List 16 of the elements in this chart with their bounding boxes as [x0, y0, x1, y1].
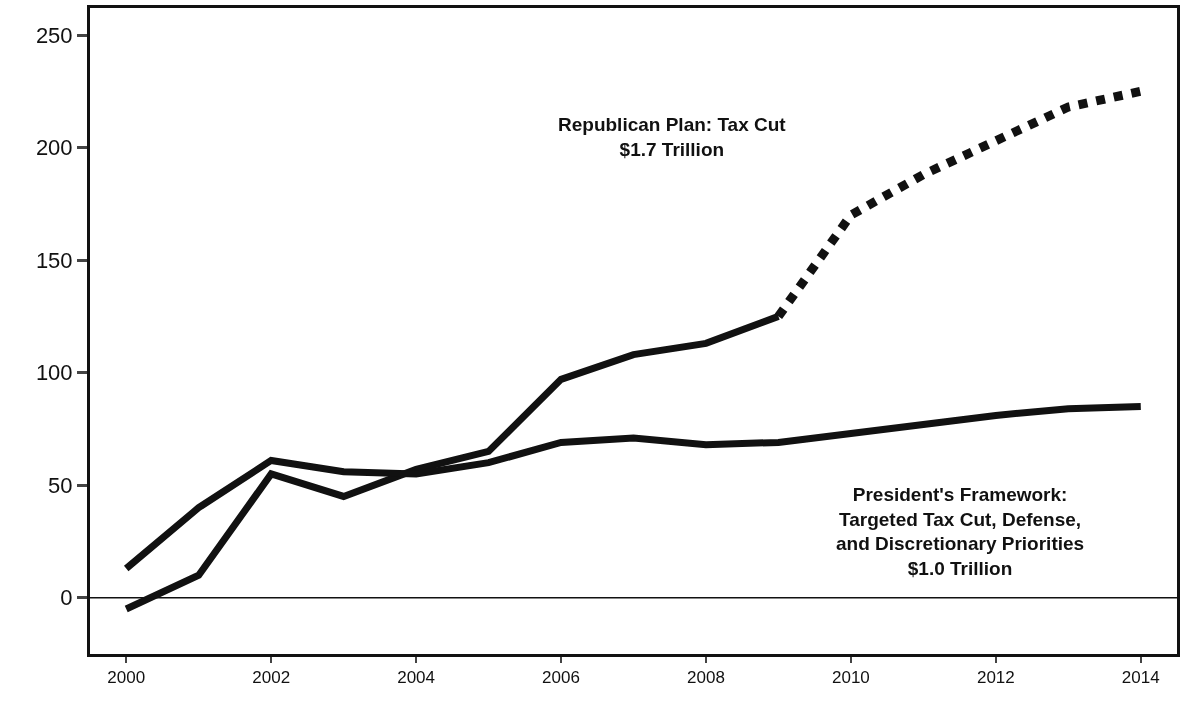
- x-tick-label: 2010: [831, 668, 870, 688]
- y-tick-label: 200: [35, 135, 73, 161]
- x-tick-label: 2008: [687, 668, 725, 688]
- y-tick-label: 150: [35, 247, 73, 273]
- x-tick-label: 2000: [107, 668, 146, 688]
- annotation: President's Framework: Targeted Tax Cut, Defense, and Discretionary Priorities $1.0 Trillion: [836, 484, 1085, 580]
- x-tick-label: 2004: [397, 668, 436, 688]
- x-tick-label: 2002: [252, 668, 291, 688]
- x-tick-label: 2012: [976, 668, 1015, 688]
- y-tick-label: 0: [60, 585, 73, 611]
- annotation: Republican Plan: Tax Cut $1.7 Trillion: [558, 114, 787, 160]
- x-tick-label: 2014: [1121, 668, 1160, 688]
- y-tick-label: 100: [35, 360, 73, 386]
- y-tick-label: 50: [48, 472, 73, 498]
- x-tick-label: 2006: [542, 668, 580, 688]
- y-tick-label: 250: [35, 22, 73, 48]
